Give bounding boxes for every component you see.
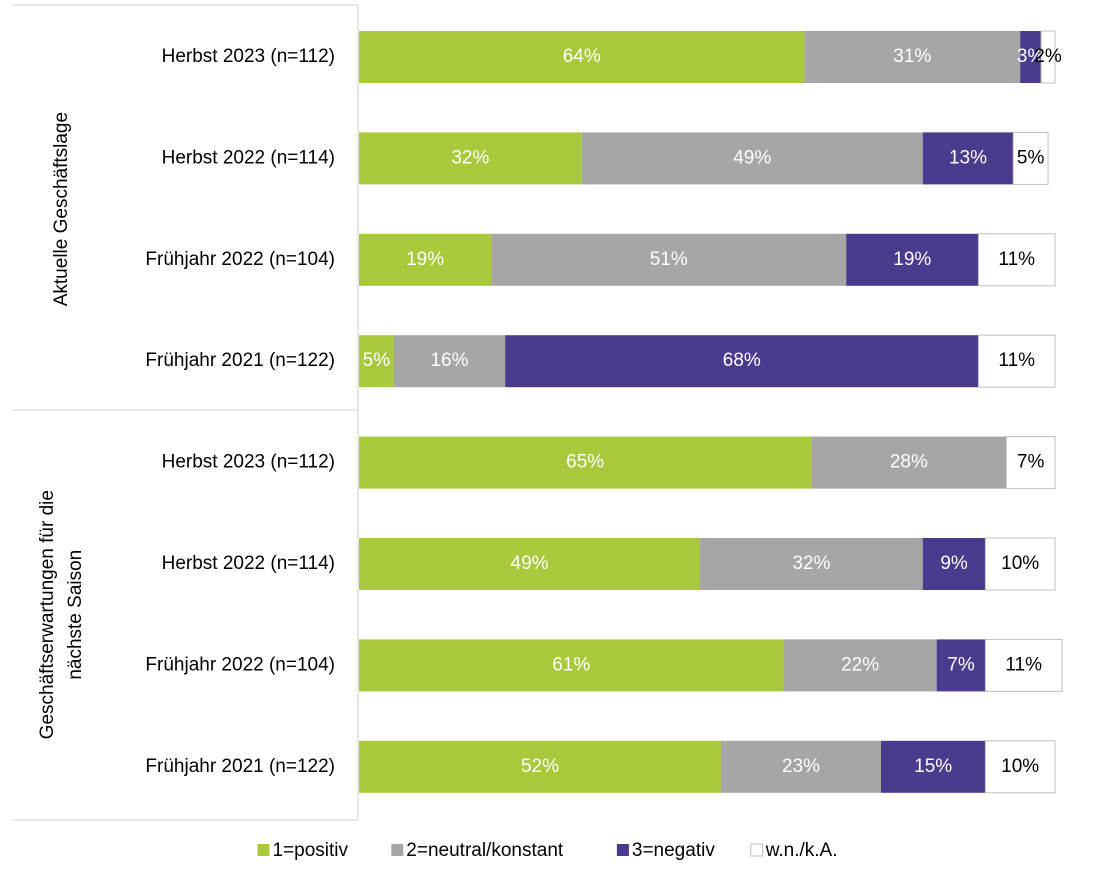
bar-segment: [720, 740, 881, 793]
bar-segment: [804, 31, 1021, 83]
bar-segment: [491, 233, 847, 286]
bar-segment: [811, 436, 1007, 489]
category-label: Herbst 2022 (n=114): [162, 147, 335, 168]
bar-segment: [700, 538, 923, 590]
bar-segment: [359, 233, 492, 286]
bar-segment: [881, 740, 986, 793]
group-label: nächste Saison: [65, 550, 86, 680]
legend-label: 1=positiv: [273, 840, 349, 861]
value-label: 11%: [998, 249, 1035, 270]
value-label: 68%: [723, 350, 761, 371]
bar-segment: [359, 538, 701, 590]
value-label: 49%: [511, 553, 549, 574]
category-label: Herbst 2023 (n=112): [162, 452, 335, 473]
value-label: 51%: [650, 249, 688, 270]
legend-swatch: [616, 844, 629, 856]
bar-segment: [984, 740, 1056, 794]
legend-swatch: [391, 844, 404, 856]
group-label: Aktuelle Geschäftslage: [51, 112, 72, 306]
bar-segment: [1020, 31, 1042, 83]
bar-segment: [1012, 131, 1049, 185]
bar-segment: [581, 132, 923, 185]
value-label: 19%: [893, 249, 931, 270]
category-label: Frühjahr 2021 (n=122): [145, 350, 335, 371]
value-label: 19%: [406, 249, 444, 270]
category-label: Frühjahr 2021 (n=122): [145, 756, 335, 777]
value-label: 16%: [430, 350, 468, 371]
bar-segment: [984, 537, 1056, 591]
value-label: 7%: [1017, 452, 1045, 473]
category-label: Herbst 2023 (n=112): [162, 46, 335, 67]
value-label: 15%: [914, 756, 952, 777]
category-label: Herbst 2022 (n=114): [162, 553, 335, 574]
category-label: Frühjahr 2022 (n=104): [145, 249, 335, 270]
value-label: 32%: [451, 147, 489, 168]
legend-swatch: [750, 843, 764, 857]
value-label: 32%: [792, 553, 830, 574]
legend-label: 2=neutral/konstant: [406, 840, 564, 861]
value-label: 5%: [363, 350, 391, 371]
value-label: 31%: [893, 46, 931, 67]
value-label: 11%: [1005, 654, 1042, 675]
bar-segment: [359, 740, 721, 793]
bar-segment: [359, 31, 805, 83]
category-label: Frühjahr 2022 (n=104): [145, 654, 335, 675]
value-label: 64%: [563, 46, 601, 67]
value-label: 22%: [841, 654, 879, 675]
value-label: 5%: [1017, 147, 1045, 168]
bar-segment: [922, 132, 1014, 185]
legend-swatch: [257, 844, 270, 856]
value-label: 52%: [521, 756, 559, 777]
bar-segment: [359, 335, 394, 388]
bar-segment: [1040, 30, 1056, 84]
value-label: 65%: [566, 452, 604, 473]
value-label: 11%: [998, 350, 1035, 371]
value-label: 3%: [1017, 46, 1045, 67]
bar-segment: [977, 233, 1056, 287]
group-label: Geschäftserwartungen für die: [37, 490, 58, 739]
bar-segment: [936, 639, 986, 692]
bar-segment: [505, 335, 979, 388]
bar-segment: [1005, 436, 1056, 490]
legend-label: w.n./k.A.: [765, 840, 838, 861]
bar-segment: [783, 639, 937, 692]
value-label: 23%: [782, 756, 820, 777]
bar-segment: [359, 436, 812, 489]
value-label: 10%: [1001, 553, 1039, 574]
value-label: 10%: [1001, 756, 1039, 777]
value-label: 2%: [1034, 46, 1062, 67]
value-label: 13%: [949, 147, 987, 168]
bar-segment: [984, 638, 1063, 692]
bar-segment: [393, 335, 506, 388]
value-label: 49%: [733, 147, 771, 168]
bar-segment: [359, 132, 582, 185]
legend-label: 3=negativ: [632, 840, 715, 861]
value-label: 28%: [890, 452, 928, 473]
bar-segment: [922, 538, 986, 590]
value-label: 9%: [940, 553, 968, 574]
bar-segment: [977, 334, 1056, 388]
bar-segment: [846, 233, 979, 286]
value-label: 7%: [947, 654, 975, 675]
value-label: 61%: [552, 654, 590, 675]
bar-segment: [359, 639, 784, 692]
